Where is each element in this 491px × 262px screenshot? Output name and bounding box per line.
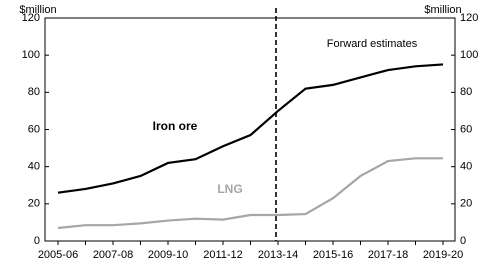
y2-tick-label: 100 xyxy=(460,49,478,61)
x-tick-label: 2005-06 xyxy=(38,249,78,261)
series-label: LNG xyxy=(217,182,242,196)
x-tick-label: 2009-10 xyxy=(148,249,188,261)
series-line xyxy=(57,63,444,194)
series-line xyxy=(57,157,443,230)
x-tick-label: 2019-20 xyxy=(423,249,463,261)
y2-tick-label: 60 xyxy=(460,123,472,135)
y-tick-label: 120 xyxy=(22,12,40,24)
y2-tick-label: 20 xyxy=(460,198,472,210)
y-axis-label: $million xyxy=(19,4,56,16)
y-tick-label: 60 xyxy=(28,123,40,135)
x-tick-label: 2015-16 xyxy=(313,249,353,261)
annotation: Forward estimates xyxy=(327,38,418,50)
x-tick-label: 2013-14 xyxy=(258,249,298,261)
x-tick-label: 2017-18 xyxy=(368,249,408,261)
y2-tick-label: 120 xyxy=(460,12,478,24)
series-label: Iron ore xyxy=(153,119,198,133)
y2-tick-label: 0 xyxy=(460,235,466,247)
y-tick-label: 80 xyxy=(28,86,40,98)
x-tick-label: 2007-08 xyxy=(93,249,133,261)
y2-tick-label: 40 xyxy=(460,161,472,173)
y-tick-label: 100 xyxy=(22,49,40,61)
y-tick-label: 40 xyxy=(28,161,40,173)
y-tick-label: 20 xyxy=(28,198,40,210)
y2-tick-label: 80 xyxy=(460,86,472,98)
y2-axis-label: $million xyxy=(424,4,461,16)
x-tick-label: 2011-12 xyxy=(203,249,243,261)
y-tick-label: 0 xyxy=(34,235,40,247)
plot-frame xyxy=(44,17,456,242)
